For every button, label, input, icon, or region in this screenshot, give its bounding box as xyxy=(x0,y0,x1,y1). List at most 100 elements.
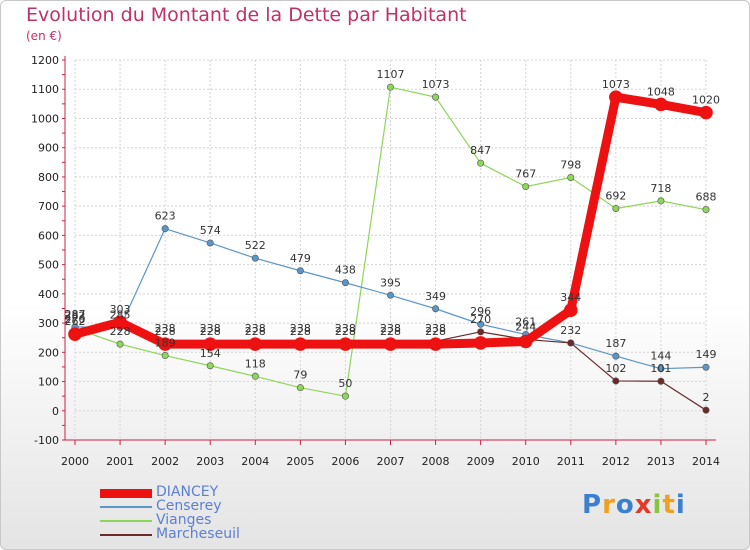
data-point-diancey xyxy=(293,337,308,351)
data-label-vianges: 118 xyxy=(245,357,266,370)
data-point-vianges xyxy=(296,384,304,392)
data-label-vianges: 79 xyxy=(293,369,307,382)
data-point-vianges xyxy=(612,204,620,212)
x-tick-label: 2000 xyxy=(61,455,89,468)
data-label-censerey: 149 xyxy=(696,348,717,361)
data-label-diancey: 262 xyxy=(65,315,86,328)
x-tick-label: 2012 xyxy=(602,455,630,468)
data-point-diancey xyxy=(428,337,443,351)
logo-letter: i xyxy=(675,490,686,520)
data-point-censerey xyxy=(612,352,620,360)
data-label-diancey: 228 xyxy=(335,325,356,338)
data-label-censerey: 285 xyxy=(110,308,131,321)
axis-layer: -100 0 100 200 300 400 500 600 700 800 900 1000 1100… xyxy=(31,54,720,468)
data-label-vianges: 189 xyxy=(155,337,176,350)
data-label-diancey: 228 xyxy=(380,325,401,338)
legend-label-vianges: Vianges xyxy=(156,512,212,528)
y-tick-label: 500 xyxy=(38,259,59,272)
data-label-marcheseuil: 232 xyxy=(560,324,581,337)
data-point-diancey xyxy=(699,105,713,120)
legend-swatch-censerey xyxy=(100,506,152,508)
data-point-vianges xyxy=(522,183,530,191)
data-point-censerey xyxy=(657,365,665,373)
data-label-diancey: 228 xyxy=(245,325,266,338)
data-label-vianges: 692 xyxy=(605,189,626,202)
data-label-censerey: 479 xyxy=(290,252,311,265)
legend-label-diancey: DIANCEY xyxy=(156,484,219,500)
x-tick-label: 2002 xyxy=(151,455,179,468)
data-point-vianges xyxy=(161,352,169,360)
data-point-diancey xyxy=(609,90,623,104)
data-label-vianges: 767 xyxy=(515,168,536,181)
x-tick-label: 2009 xyxy=(467,455,495,468)
data-point-marcheseuil xyxy=(657,377,665,385)
x-tick-label: 2008 xyxy=(422,455,450,468)
chart-title: Evolution du Montant de la Dette par Hab… xyxy=(26,4,467,26)
legend-swatch-vianges xyxy=(100,520,152,522)
data-label-marcheseuil: 238 xyxy=(200,322,221,335)
data-label-censerey: 574 xyxy=(200,224,221,237)
data-point-vianges xyxy=(116,340,124,348)
value-label-layer: 262 303 228 228 228 228 228 228 228 344 1073 1048 10… xyxy=(65,68,721,404)
data-label-marcheseuil: 2 xyxy=(703,391,710,404)
logo-letter: t xyxy=(662,490,676,520)
chart-subtitle: (en €) xyxy=(26,29,62,43)
x-tick-label: 2007 xyxy=(377,455,405,468)
data-point-censerey xyxy=(702,363,710,371)
legend-label-censerey: Censerey xyxy=(156,498,222,514)
data-label-diancey: 344 xyxy=(560,291,581,304)
data-point-diancey xyxy=(383,337,398,351)
data-point-diancey xyxy=(158,337,172,351)
data-label-marcheseuil: 238 xyxy=(290,322,311,335)
data-label-diancey: 228 xyxy=(155,325,176,338)
logo-letter: x xyxy=(634,490,653,520)
data-label-marcheseuil: 101 xyxy=(650,362,671,375)
data-label-vianges: 228 xyxy=(110,325,131,338)
data-point-vianges xyxy=(477,159,485,167)
y-tick-label: 800 xyxy=(38,171,59,184)
data-label-censerey: 438 xyxy=(335,264,356,277)
data-point-censerey xyxy=(161,225,169,233)
legend-swatch-diancey xyxy=(100,489,152,498)
x-tick-label: 2004 xyxy=(241,455,269,468)
data-label-vianges: 688 xyxy=(696,191,717,204)
data-point-censerey xyxy=(432,305,440,313)
data-label-vianges: 154 xyxy=(200,347,221,360)
data-label-censerey: 623 xyxy=(155,210,176,223)
data-point-vianges xyxy=(206,362,214,370)
logo-letter: r xyxy=(602,490,616,520)
data-label-diancey: 228 xyxy=(425,325,446,338)
data-point-diancey xyxy=(518,334,533,349)
logo-letter: i xyxy=(652,490,663,520)
data-point-diancey xyxy=(203,337,218,351)
y-tick-label: 300 xyxy=(38,317,59,330)
logo-letter: o xyxy=(615,490,635,520)
data-point-marcheseuil xyxy=(702,406,710,414)
legend-item-vianges: Vianges xyxy=(100,512,300,528)
data-label-marcheseuil: 238 xyxy=(380,322,401,335)
data-point-censerey xyxy=(477,320,485,328)
data-point-censerey xyxy=(341,279,349,287)
x-tick-label: 2013 xyxy=(647,455,675,468)
data-point-censerey xyxy=(296,267,304,275)
data-label-censerey: 144 xyxy=(650,350,671,363)
data-label-censerey: 287 xyxy=(65,308,86,321)
data-point-marcheseuil xyxy=(567,339,575,347)
data-label-marcheseuil: 238 xyxy=(155,322,176,335)
data-label-marcheseuil: 270 xyxy=(65,313,86,326)
data-label-diancey: 228 xyxy=(290,325,311,338)
x-tick-label: 2014 xyxy=(692,455,720,468)
y-tick-label: 900 xyxy=(38,142,59,155)
data-label-censerey: 349 xyxy=(425,290,446,303)
data-label-vianges: 1107 xyxy=(377,68,405,81)
data-point-vianges xyxy=(341,392,349,400)
data-label-marcheseuil: 238 xyxy=(425,322,446,335)
data-point-diancey xyxy=(563,303,578,318)
data-point-marcheseuil xyxy=(612,377,620,385)
data-label-vianges: 798 xyxy=(560,159,581,172)
data-point-censerey xyxy=(206,239,214,247)
data-label-censerey: 522 xyxy=(245,239,266,252)
data-point-diancey xyxy=(113,315,127,330)
data-label-vianges: 1073 xyxy=(422,78,450,91)
